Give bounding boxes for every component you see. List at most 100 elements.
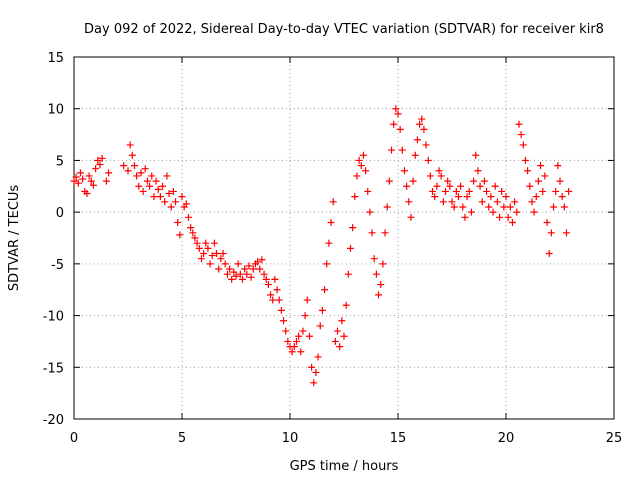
y-tick-label: 0: [56, 206, 64, 221]
data-point: [314, 353, 322, 361]
data-point: [193, 239, 201, 247]
data-point: [485, 203, 493, 211]
data-point: [329, 198, 337, 206]
data-points: [70, 105, 573, 387]
data-point: [152, 177, 160, 185]
y-tick-label: -5: [51, 258, 64, 273]
data-point: [206, 260, 214, 268]
data-point: [539, 187, 547, 195]
data-point: [273, 286, 281, 294]
data-point: [379, 260, 387, 268]
data-point: [454, 193, 462, 201]
data-point: [446, 182, 454, 190]
data-point: [219, 250, 227, 258]
data-point: [390, 120, 398, 128]
data-point: [398, 146, 406, 154]
data-point: [493, 198, 501, 206]
data-point: [267, 291, 275, 299]
data-point: [444, 177, 452, 185]
data-point: [254, 258, 262, 266]
data-point: [172, 198, 180, 206]
data-point: [165, 190, 173, 198]
data-point: [547, 229, 555, 237]
data-point: [243, 270, 251, 278]
plot-area: [73, 56, 615, 420]
data-point: [271, 275, 279, 283]
chart-title: Day 092 of 2022, Sidereal Day-to-day VTE…: [84, 22, 604, 37]
data-point: [308, 363, 316, 371]
data-point: [98, 154, 106, 162]
data-point: [470, 177, 478, 185]
data-point: [362, 167, 370, 175]
data-point: [228, 275, 236, 283]
data-point: [467, 208, 475, 216]
data-point: [502, 193, 510, 201]
data-point: [457, 182, 465, 190]
data-point: [146, 182, 154, 190]
data-point: [79, 175, 87, 183]
data-point: [530, 208, 538, 216]
data-point: [275, 296, 283, 304]
x-tick-label: 15: [390, 431, 407, 446]
x-tick-label: 5: [178, 431, 186, 446]
data-point: [385, 177, 393, 185]
data-point: [388, 146, 396, 154]
data-point: [163, 172, 171, 180]
data-point: [264, 281, 272, 289]
data-point: [234, 260, 242, 268]
data-point: [532, 193, 540, 201]
data-point: [515, 120, 523, 128]
data-point: [450, 203, 458, 211]
data-point: [528, 198, 536, 206]
data-point: [105, 169, 113, 177]
data-point: [126, 141, 134, 149]
y-axis: -20 -15 -10 -5 0 5 10 15: [43, 51, 64, 428]
data-point: [541, 172, 549, 180]
data-point: [226, 265, 234, 273]
data-point: [552, 187, 560, 195]
data-point: [299, 327, 307, 335]
data-point: [238, 275, 246, 283]
data-point: [154, 185, 162, 193]
y-tick-label: 10: [47, 103, 64, 118]
data-point: [394, 110, 402, 118]
data-point: [543, 218, 551, 226]
data-point: [159, 182, 167, 190]
data-point: [511, 198, 519, 206]
data-point: [247, 273, 255, 281]
y-tick-label: -10: [43, 310, 64, 325]
data-point: [161, 198, 169, 206]
data-point: [334, 327, 342, 335]
data-point: [392, 105, 400, 113]
data-point: [133, 172, 141, 180]
data-point: [359, 151, 367, 159]
data-point: [439, 198, 447, 206]
data-point: [496, 213, 504, 221]
data-point: [245, 262, 253, 270]
data-point: [143, 177, 151, 185]
data-point: [413, 136, 421, 144]
data-point: [452, 187, 460, 195]
data-point: [489, 208, 497, 216]
data-point: [70, 177, 78, 185]
data-point: [545, 250, 553, 258]
data-point: [431, 193, 439, 201]
data-point: [521, 156, 529, 164]
y-tick-label: -20: [43, 413, 64, 428]
data-point: [463, 193, 471, 201]
data-point: [474, 167, 482, 175]
data-point: [241, 265, 249, 273]
data-point: [167, 203, 175, 211]
data-point: [323, 260, 331, 268]
data-point: [409, 177, 417, 185]
data-point: [491, 182, 499, 190]
data-point: [560, 203, 568, 211]
x-tick-label: 20: [498, 431, 515, 446]
data-point: [182, 200, 190, 208]
data-point: [301, 312, 309, 320]
data-point: [370, 255, 378, 263]
data-point: [213, 250, 221, 258]
data-point: [316, 322, 324, 330]
data-point: [400, 167, 408, 175]
data-point: [325, 239, 333, 247]
